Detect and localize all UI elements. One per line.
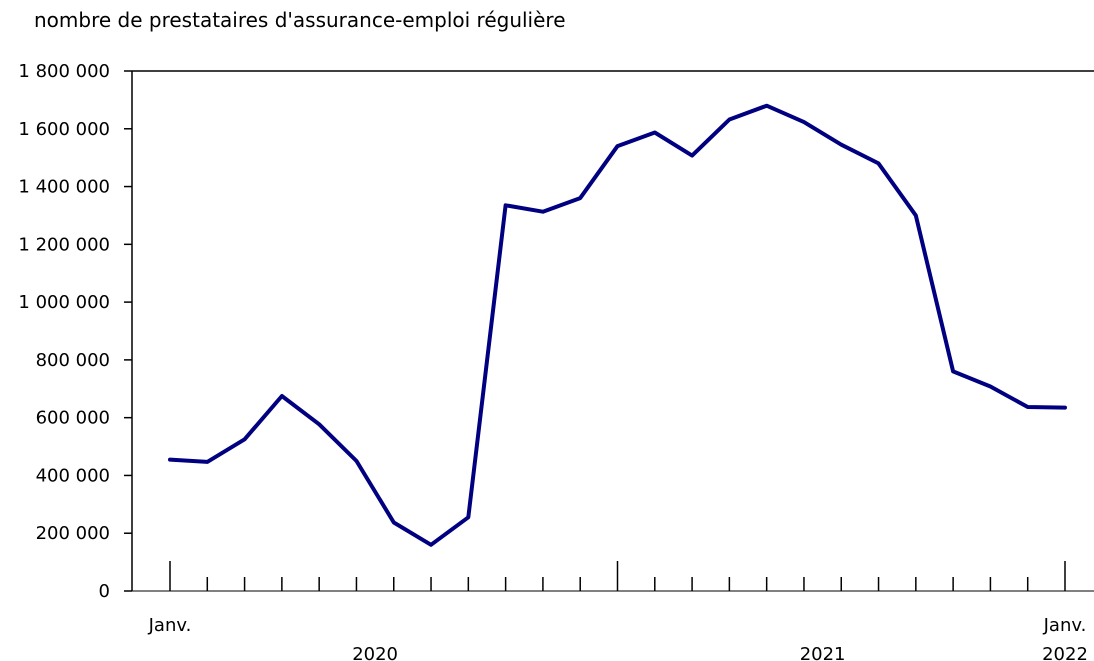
y-tick-label: 800 000 bbox=[36, 350, 110, 371]
data-point bbox=[466, 515, 470, 519]
y-tick-label: 400 000 bbox=[36, 465, 110, 486]
y-tick-label: 200 000 bbox=[36, 523, 110, 544]
data-point bbox=[988, 384, 992, 388]
data-point bbox=[839, 143, 843, 147]
data-point bbox=[802, 120, 806, 124]
data-point bbox=[877, 161, 881, 165]
data-point bbox=[1063, 406, 1067, 410]
data-point bbox=[429, 543, 433, 547]
y-tick-label: 1 600 000 bbox=[18, 119, 110, 140]
data-point bbox=[280, 394, 284, 398]
x-tick-label: Janv. bbox=[148, 615, 192, 636]
data-point bbox=[354, 459, 358, 463]
y-tick-label: 600 000 bbox=[36, 408, 110, 429]
series-line bbox=[168, 103, 1067, 547]
x-year-label: 2020 bbox=[352, 644, 398, 661]
data-point bbox=[578, 196, 582, 200]
data-point bbox=[690, 154, 694, 158]
y-tick-label: 0 bbox=[99, 581, 110, 602]
y-tick-label: 1 800 000 bbox=[18, 61, 110, 82]
y-tick-label: 1 000 000 bbox=[18, 292, 110, 313]
data-point bbox=[727, 118, 731, 122]
y-tick-label: 1 400 000 bbox=[18, 177, 110, 198]
data-point bbox=[541, 210, 545, 214]
data-point bbox=[653, 131, 657, 135]
data-point bbox=[205, 460, 209, 464]
data-point bbox=[914, 213, 918, 217]
data-point bbox=[317, 422, 321, 426]
data-point bbox=[168, 458, 172, 462]
y-axis-title: nombre de prestataires d'assurance-emplo… bbox=[34, 8, 566, 32]
x-year-label: 2022 bbox=[1042, 644, 1088, 661]
data-point bbox=[951, 369, 955, 373]
data-point bbox=[504, 203, 508, 207]
data-point bbox=[1026, 405, 1030, 409]
data-point bbox=[765, 104, 769, 108]
y-tick-label: 1 200 000 bbox=[18, 234, 110, 255]
data-point bbox=[243, 437, 247, 441]
data-point bbox=[392, 521, 396, 525]
x-year-label: 2021 bbox=[800, 644, 846, 661]
x-tick-label: Janv. bbox=[1043, 615, 1087, 636]
data-point bbox=[616, 144, 620, 148]
